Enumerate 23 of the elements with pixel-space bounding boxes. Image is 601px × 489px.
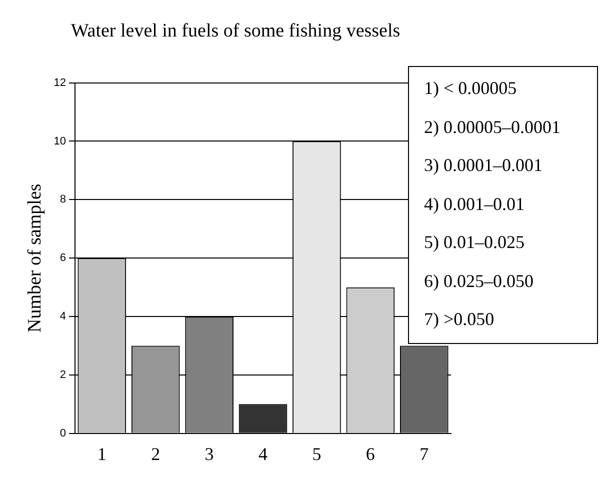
x-tick-label: 5: [312, 444, 322, 464]
annotation: 2) 0.00005–0.0001: [424, 116, 562, 139]
annotation: 3) 0.0001–0.001: [424, 154, 544, 177]
y-tick-label: 4: [60, 310, 66, 323]
annotation: 5) 0.01–0.025: [424, 231, 526, 254]
x-tick-label: 1: [97, 444, 106, 464]
x-tick-label: 4: [258, 444, 268, 464]
x-tick-label: 6: [366, 444, 375, 464]
chart-title: Water level in fuels of some fishing vessels: [70, 20, 400, 42]
y-tick-label: 6: [60, 252, 66, 264]
annotation: 7) >0.050: [424, 308, 496, 331]
x-tick-label: 7: [420, 444, 429, 464]
y-tick-label: 8: [60, 194, 66, 206]
x-tick-label: 3: [204, 444, 214, 464]
y-tick-label: 10: [54, 135, 66, 148]
y-tick-label: 2: [60, 369, 66, 381]
annotation: 4) 0.001–0.01: [424, 192, 526, 216]
y-tick-label: 0: [60, 427, 66, 440]
x-tick-label: 2: [151, 444, 160, 464]
annotation: 6) 0.025–0.050: [424, 270, 534, 293]
y-tick-label: 12: [54, 76, 66, 89]
y-axis-title: Number of samples: [24, 184, 46, 333]
annotation: 1) < 0.00005: [424, 77, 518, 100]
